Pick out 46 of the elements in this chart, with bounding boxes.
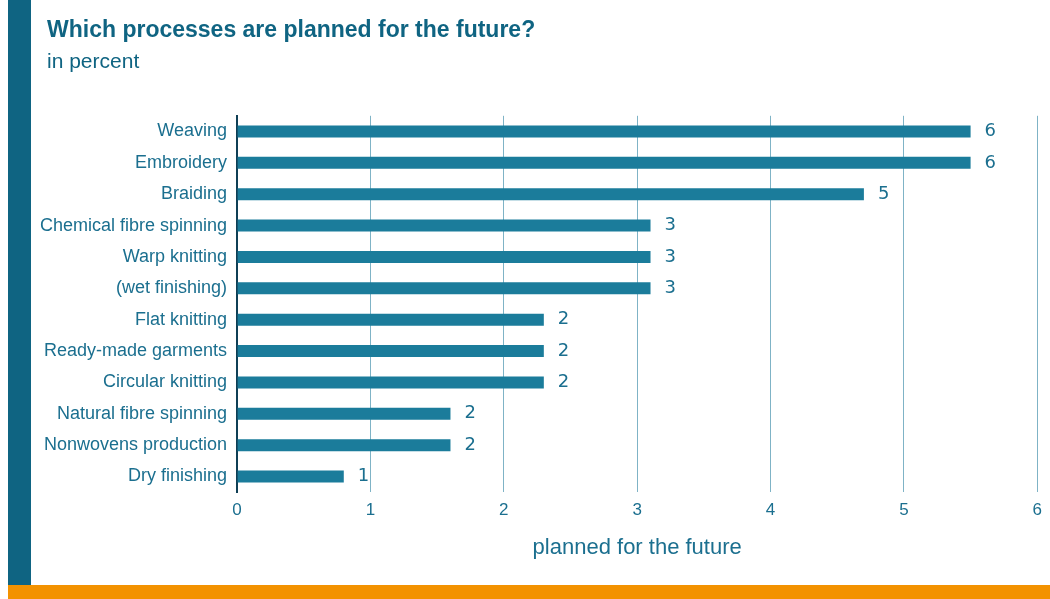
bar [237,407,451,420]
y-tick-label: Circular knitting [103,371,228,392]
y-tick-label: Nonwovens production [43,434,228,455]
x-tick-label: 1 [365,500,376,520]
x-tick-label: 5 [899,500,909,520]
bar [237,219,651,232]
chart-subtitle: in percent [47,49,140,73]
bar [237,470,344,483]
y-tick-label: (wet finishing) [116,277,228,298]
y-tick-label: Braiding [161,183,228,204]
data-label: 6 [984,119,997,141]
bar [237,282,651,295]
data-label: 2 [557,338,570,360]
bar [237,376,544,389]
x-tick-label: 2 [499,500,509,520]
bar [237,345,544,358]
bar [237,250,651,263]
x-tick-label: 6 [1032,500,1043,520]
chart-title: Which processes are planned for the future? [47,16,536,43]
data-label: 2 [557,307,570,329]
data-label: 1 [357,464,370,486]
bar [237,156,971,169]
y-tick-label: Ready-made garments [44,340,228,361]
y-tick-label: Flat knitting [135,308,228,329]
data-label: 5 [877,181,890,203]
y-tick-label: Dry finishing [128,465,228,486]
y-tick-label: Weaving [157,120,228,141]
bar [237,439,451,452]
x-axis-title: planned for the future [532,533,742,559]
x-tick-label: 3 [632,500,642,520]
data-label: 3 [664,275,676,297]
data-label: 3 [664,213,676,235]
y-tick-label: Embroidery [135,151,228,172]
x-tick-label: 4 [765,500,776,520]
data-label: 2 [464,432,476,454]
bar [237,188,864,201]
bar [237,313,544,326]
data-label: 3 [664,244,676,266]
bar [237,125,971,138]
data-label: 2 [557,370,570,392]
y-tick-label: Warp knitting [122,245,228,266]
y-tick-label: Chemical fibre spinning [40,214,228,235]
y-tick-label: Natural fibre spinning [56,402,228,423]
x-tick-label: 0 [232,500,242,520]
data-label: 6 [984,150,997,172]
data-label: 2 [464,401,476,423]
